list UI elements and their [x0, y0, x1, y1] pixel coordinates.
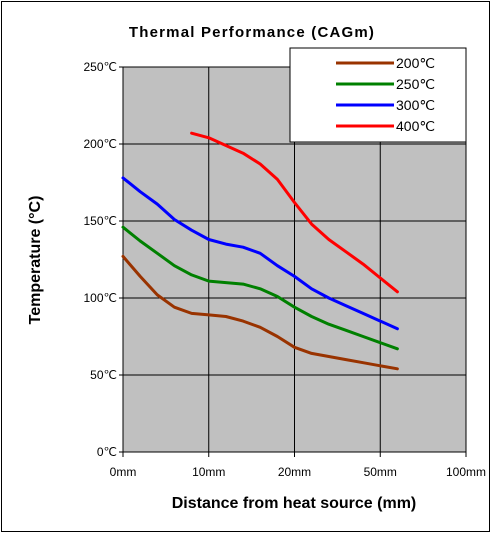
x-axis-title: Distance from heat source (mm) — [172, 495, 417, 512]
y-tick-label: 100℃ — [84, 291, 118, 305]
x-tick-label: 0mm — [110, 465, 137, 479]
y-axis-title: Temperature (°C) — [27, 196, 44, 325]
legend-label: 200℃ — [396, 55, 435, 71]
x-tick-label: 20mm — [278, 465, 311, 479]
series-line-2 — [121, 225, 399, 351]
x-tick-label: 10mm — [192, 465, 225, 479]
legend-label: 400℃ — [396, 118, 435, 134]
y-tick-label: 0℃ — [97, 445, 117, 459]
x-tick-label: 50mm — [364, 465, 397, 479]
series-line-3 — [121, 176, 399, 331]
y-tick-label: 200℃ — [84, 137, 118, 151]
legend-label: 300℃ — [396, 97, 435, 113]
y-tick-label: 150℃ — [84, 214, 118, 228]
y-tick-label: 250℃ — [84, 60, 118, 74]
series-line-1 — [121, 254, 399, 371]
legend-label: 250℃ — [396, 76, 435, 92]
x-tick-label: 100mm — [446, 465, 486, 479]
series-line-4 — [190, 131, 399, 294]
chart-title: Thermal Performance (CAGm) — [129, 24, 375, 41]
y-tick-label: 50℃ — [90, 368, 117, 382]
